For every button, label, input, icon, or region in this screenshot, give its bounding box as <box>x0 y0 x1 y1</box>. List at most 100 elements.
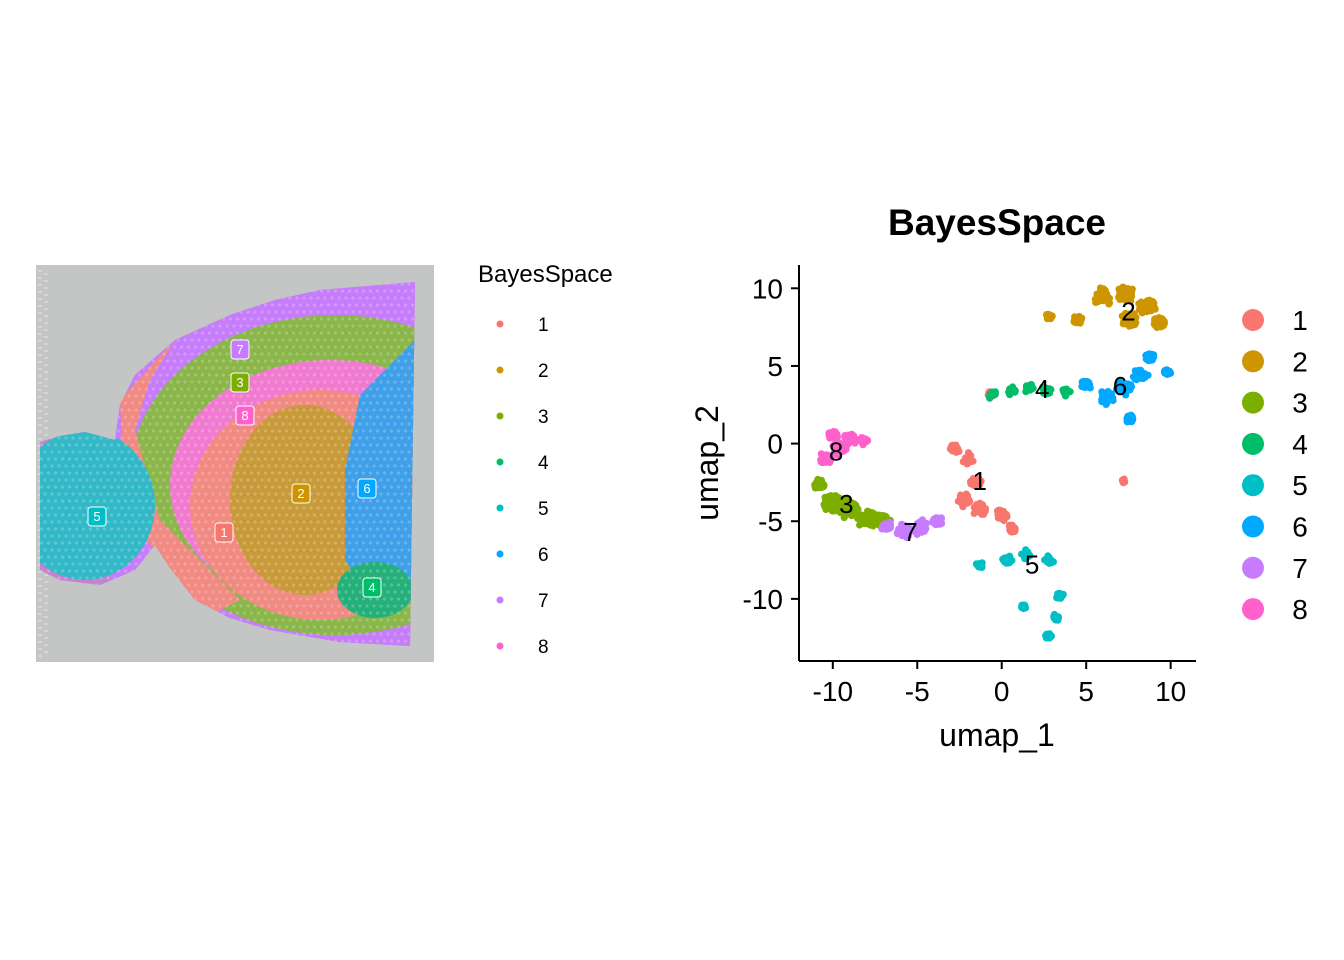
tissue-spot <box>291 541 296 545</box>
tissue-spot <box>256 611 261 615</box>
tissue-spot <box>235 583 240 587</box>
tissue-spot <box>333 429 338 433</box>
tissue-spot <box>204 394 208 398</box>
tissue-spot <box>379 394 383 398</box>
tissue-spot <box>337 380 341 384</box>
tissue-spot <box>256 443 261 447</box>
tissue-spot <box>46 485 51 489</box>
tissue-spot <box>305 317 310 321</box>
tissue-spot <box>207 429 212 433</box>
tissue-spot <box>393 506 397 510</box>
tissue-spot <box>169 562 173 566</box>
umap-legend-label-2: 2 <box>1292 346 1308 377</box>
tissue-spot <box>228 457 233 461</box>
tissue-spot <box>277 485 282 489</box>
tissue-spot <box>291 387 296 391</box>
tissue-spot <box>319 401 324 405</box>
tissue-spot <box>71 506 75 510</box>
tissue-spot <box>235 597 240 601</box>
umap-point <box>843 508 851 516</box>
tissue-spot <box>221 457 226 461</box>
tissue-spot <box>228 555 233 559</box>
tissue-spot <box>407 436 411 440</box>
tissue-spot <box>347 583 352 587</box>
tissue-spot <box>46 555 51 559</box>
tissue-spot <box>372 464 376 468</box>
tissue-spot <box>319 541 324 545</box>
tissue-spot <box>256 597 261 601</box>
tissue-spot <box>270 541 275 545</box>
tissue-spot <box>319 457 324 461</box>
tissue-spot <box>351 380 355 384</box>
umap-point <box>1144 371 1152 379</box>
tissue-spot <box>277 387 282 391</box>
tissue-spot <box>358 366 362 370</box>
tissue-spot <box>351 562 355 566</box>
tissue-spot <box>218 366 222 370</box>
tissue-spot <box>358 618 362 622</box>
umap-point <box>1005 554 1013 562</box>
tissue-spot <box>403 373 408 377</box>
tissue-spot <box>267 618 271 622</box>
tissue-spot <box>186 499 191 503</box>
tissue-spot <box>158 471 163 475</box>
tissue-spot <box>197 436 201 440</box>
spatial-legend-key-8 <box>496 642 504 650</box>
tissue-spot <box>316 590 320 594</box>
tissue-spot <box>193 331 198 335</box>
tissue-spot <box>295 408 299 412</box>
tissue-spot <box>102 555 107 559</box>
tissue-spot <box>284 485 289 489</box>
tissue-spot <box>151 513 156 517</box>
tissue-spot <box>46 471 51 475</box>
tissue-spot <box>298 625 303 629</box>
tissue-spot <box>211 422 215 426</box>
tissue-spot <box>148 394 152 398</box>
tissue-spot <box>386 520 390 524</box>
tissue-spot <box>155 520 159 524</box>
tissue-spot <box>246 618 250 622</box>
tissue-spot <box>148 520 152 524</box>
tissue-spot <box>232 604 236 608</box>
tissue-spot <box>323 576 327 580</box>
tissue-spot <box>228 611 233 615</box>
tissue-spot <box>64 520 68 524</box>
tissue-spot <box>396 625 401 629</box>
tissue-spot <box>382 611 387 615</box>
tissue-spot <box>389 429 394 433</box>
tissue-spot <box>375 387 380 391</box>
tissue-spot <box>113 506 117 510</box>
tissue-spot <box>295 450 299 454</box>
tissue-spot <box>232 506 236 510</box>
tissue-spot <box>165 373 170 377</box>
tissue-spot <box>183 366 187 370</box>
umap-point <box>1101 291 1109 299</box>
tissue-spot <box>368 429 373 433</box>
tissue-spot <box>218 394 222 398</box>
umap-point <box>920 525 928 533</box>
tissue-spot <box>347 513 352 517</box>
tissue-spot <box>330 618 334 622</box>
tissue-spot <box>155 464 159 468</box>
tissue-spot <box>106 534 110 538</box>
tissue-spot <box>281 562 285 566</box>
tissue-spot <box>288 590 292 594</box>
tissue-spot <box>382 331 387 335</box>
tissue-spot <box>302 534 306 538</box>
tissue-spot <box>365 324 369 328</box>
tissue-spot <box>302 310 306 314</box>
tissue-spot <box>200 471 205 475</box>
tissue-spot <box>190 478 194 482</box>
tissue-spot <box>267 380 271 384</box>
tissue-spot <box>323 380 327 384</box>
tissue-spot <box>116 541 121 545</box>
tissue-spot <box>190 366 194 370</box>
tissue-spot <box>298 373 303 377</box>
tissue-spot <box>137 527 142 531</box>
tissue-spot <box>333 485 338 489</box>
tissue-spot <box>358 548 362 552</box>
tissue-spot <box>176 478 180 482</box>
tissue-spot <box>211 464 215 468</box>
tissue-spot <box>333 415 338 419</box>
tissue-spot <box>340 303 345 307</box>
